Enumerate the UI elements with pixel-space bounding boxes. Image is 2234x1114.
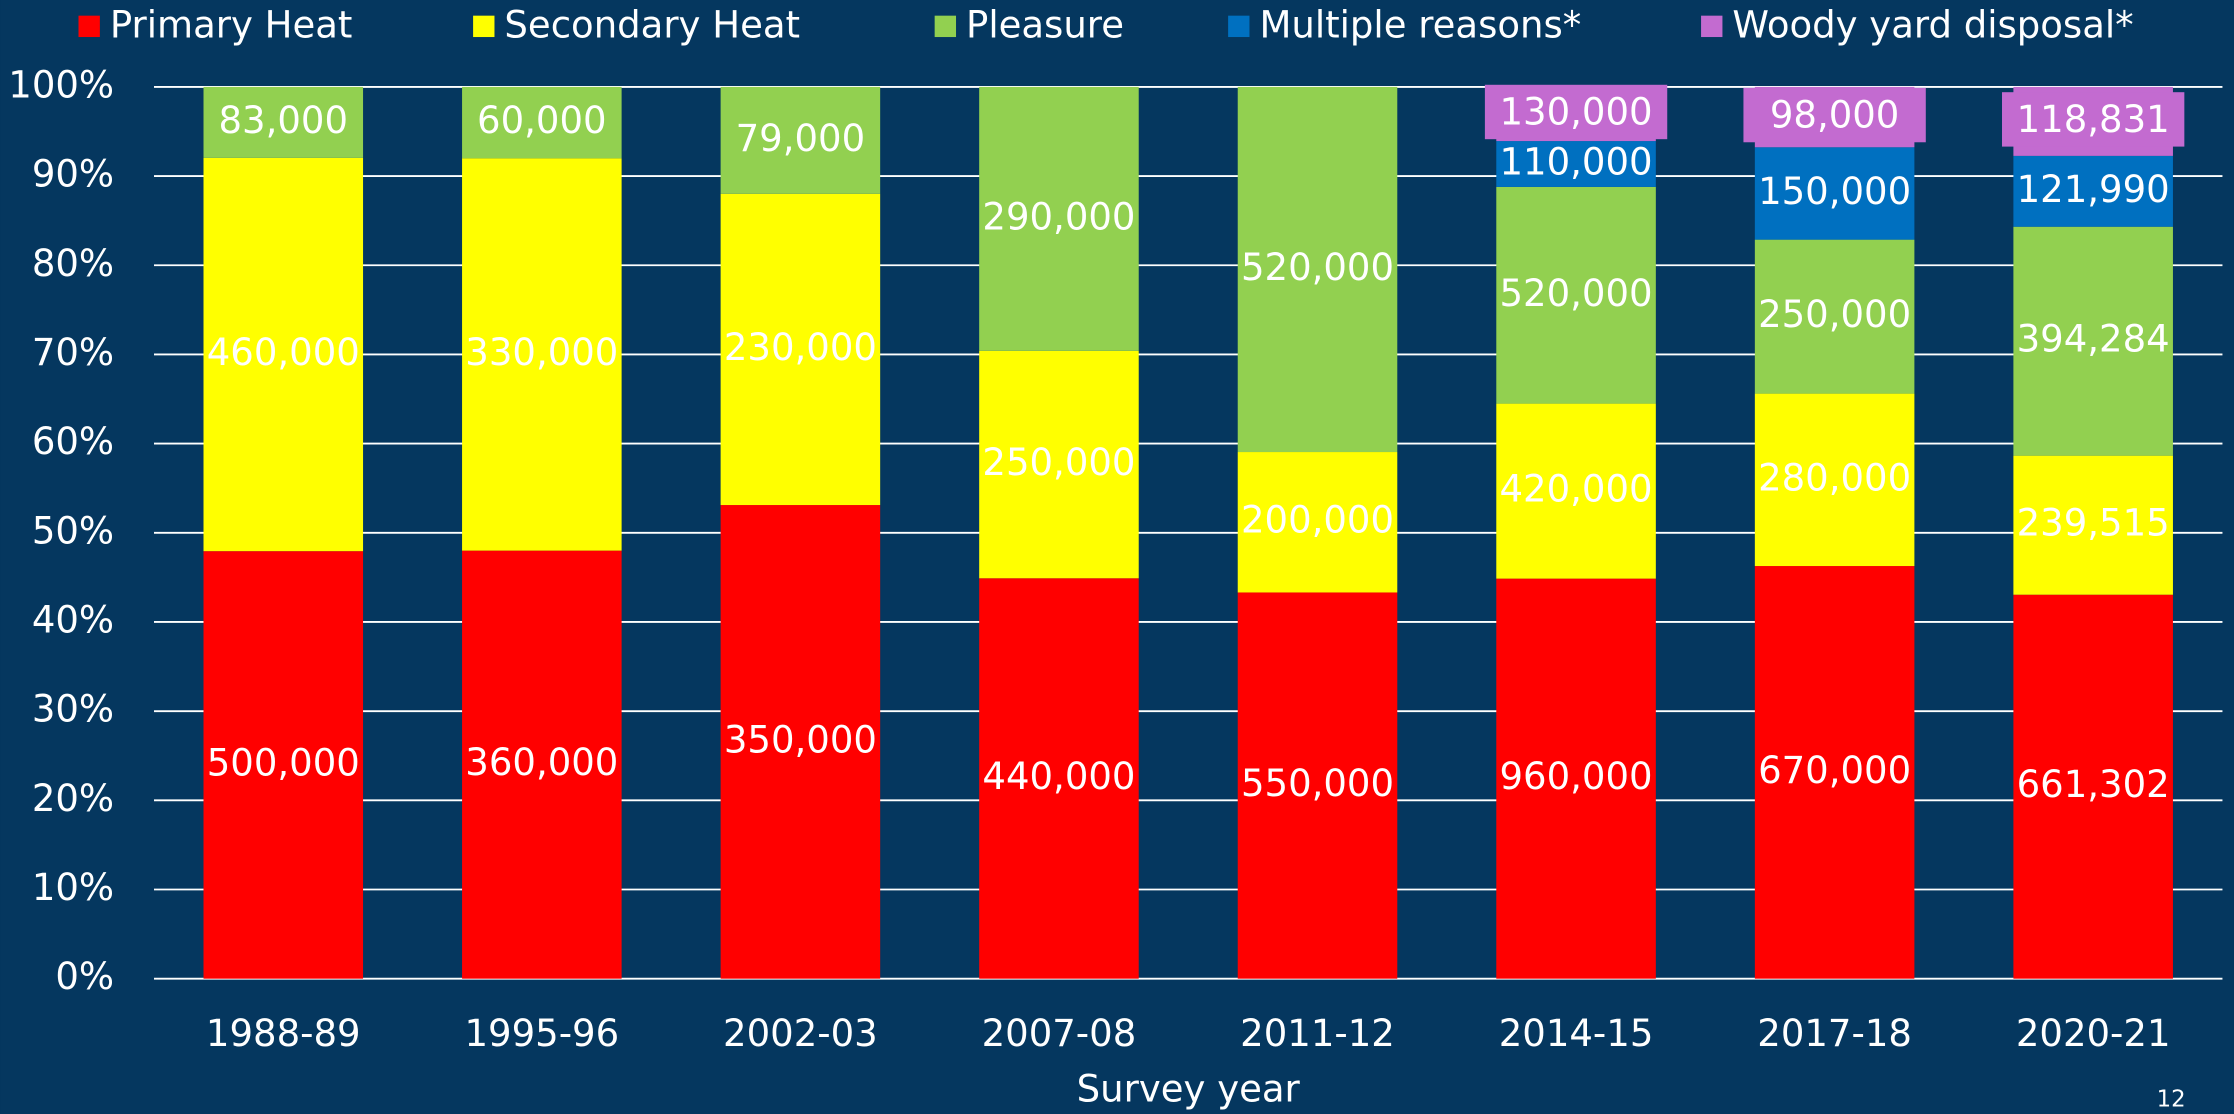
data-label: 670,000 [1758, 749, 1911, 792]
data-label: 200,000 [1241, 499, 1394, 542]
data-label: 83,000 [219, 99, 349, 142]
bar-segment [2013, 226, 2173, 456]
bar-segment [203, 157, 364, 552]
bar-segment [462, 550, 622, 979]
bar-segment [979, 578, 1139, 979]
bar-segment [462, 86, 622, 159]
x-axis-title: Survey year [1077, 1068, 1301, 1111]
data-label: 394,284 [2017, 318, 2170, 361]
data-label: 520,000 [1241, 246, 1394, 289]
bar-segment [979, 86, 1139, 351]
bar-segment [1754, 393, 1915, 567]
data-label-box [1484, 84, 1668, 140]
data-label: 121,990 [2017, 168, 2170, 211]
bar-segment [1754, 239, 1915, 394]
y-tick-label: 10% [32, 866, 114, 909]
bar-segment [1754, 147, 1915, 240]
data-label: 150,000 [1758, 170, 1911, 213]
x-tick-label: 2011-12 [1240, 1012, 1395, 1055]
legend-swatch [1228, 15, 1250, 38]
data-label: 440,000 [982, 755, 1135, 798]
y-tick-label: 60% [32, 420, 114, 463]
y-tick-label: 40% [32, 598, 114, 641]
bar-segment [720, 193, 881, 506]
data-label: 250,000 [982, 441, 1135, 484]
page-number: 12 [2157, 1086, 2186, 1112]
data-label: 360,000 [465, 741, 618, 784]
data-label: 500,000 [207, 741, 360, 784]
bar-segment [203, 86, 364, 158]
bar-segment [1237, 452, 1398, 593]
data-label: 230,000 [724, 326, 877, 369]
data-label: 460,000 [207, 331, 360, 374]
x-tick-label: 1988-89 [206, 1012, 361, 1055]
data-label: 280,000 [1758, 456, 1911, 499]
x-tick-label: 2007-08 [982, 1012, 1137, 1055]
bar-segment [1237, 592, 1398, 979]
bar-segment [1754, 566, 1915, 979]
data-label: 661,302 [2017, 763, 2170, 806]
data-label: 239,515 [2017, 502, 2170, 545]
bar-segment [1496, 141, 1656, 187]
data-label: 130,000 [1500, 90, 1653, 133]
data-label: 60,000 [477, 99, 607, 142]
bar-segment [2013, 455, 2173, 595]
bar-segment [1496, 578, 1656, 979]
legend-swatch [1701, 15, 1723, 38]
y-tick-label: 100% [8, 63, 114, 106]
y-tick-label: 70% [32, 331, 114, 374]
bar-segment [979, 350, 1139, 579]
bar-segment [2013, 155, 2173, 227]
data-label: 79,000 [736, 117, 866, 160]
data-label: 250,000 [1758, 293, 1911, 336]
y-tick-label: 30% [32, 688, 114, 731]
bar-segment [1496, 403, 1656, 579]
legend-label: Woody yard disposal* [1732, 4, 2133, 47]
x-tick-label: 2020-21 [2016, 1012, 2171, 1055]
legend-label: Pleasure [966, 4, 1124, 47]
legend-swatch [78, 15, 100, 38]
y-tick-label: 90% [32, 153, 114, 196]
legend-swatch [934, 15, 957, 38]
bar-segment [462, 158, 622, 551]
x-tick-label: 1995-96 [465, 1012, 620, 1055]
y-tick-label: 0% [55, 955, 114, 998]
data-label-box [2002, 92, 2185, 147]
x-tick-label: 2002-03 [723, 1012, 878, 1055]
legend-label: Primary Heat [110, 4, 353, 47]
bar-segment [203, 551, 364, 979]
data-label: 118,831 [2017, 98, 2170, 141]
bar-segment [1496, 186, 1656, 404]
data-label: 520,000 [1500, 272, 1653, 315]
data-label: 330,000 [465, 331, 618, 374]
x-tick-label: 2017-18 [1757, 1012, 1912, 1055]
y-tick-label: 80% [32, 242, 114, 285]
data-label: 350,000 [724, 718, 877, 761]
legend-label: Secondary Heat [504, 4, 800, 47]
y-tick-label: 50% [32, 509, 114, 552]
data-label: 420,000 [1500, 468, 1653, 511]
bar-segment [2013, 594, 2173, 979]
data-label: 960,000 [1500, 755, 1653, 798]
data-label-box [1743, 87, 1926, 143]
x-tick-label: 2014-15 [1499, 1012, 1654, 1055]
data-label: 550,000 [1241, 762, 1394, 805]
y-tick-label: 20% [32, 777, 114, 820]
bar-segment [1237, 86, 1398, 453]
bar-segment [720, 505, 881, 979]
legend-label: Multiple reasons* [1259, 4, 1581, 47]
legend-swatch [473, 15, 495, 38]
data-label: 110,000 [1500, 140, 1653, 183]
data-label: 290,000 [982, 195, 1135, 238]
bar-segment [720, 86, 881, 194]
data-label: 98,000 [1770, 94, 1900, 137]
